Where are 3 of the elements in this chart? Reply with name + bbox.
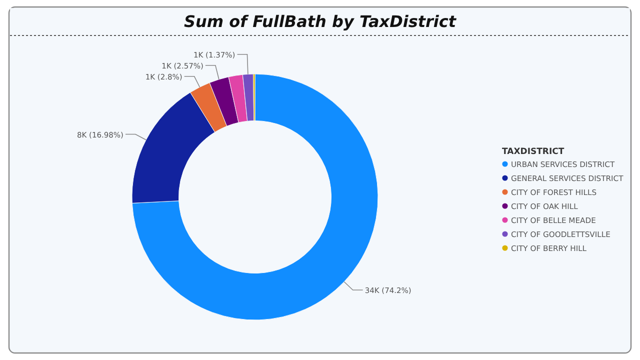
chart-title: Sum of FullBath by TaxDistrict	[184, 12, 458, 31]
donut-slice	[132, 74, 378, 320]
legend-title: TAXDISTRICT	[502, 147, 564, 157]
